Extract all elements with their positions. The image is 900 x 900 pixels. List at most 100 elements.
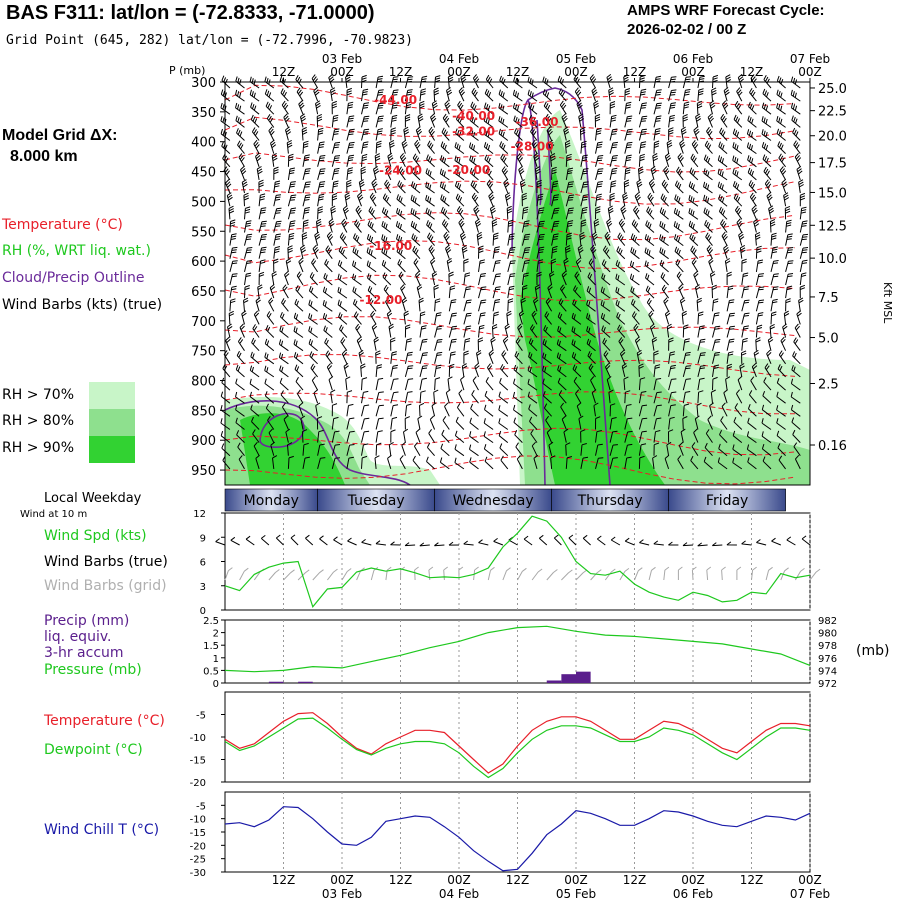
wind-barb — [605, 363, 611, 378]
wind-barb — [278, 352, 289, 365]
wind-barb — [294, 299, 304, 312]
wind-barb — [682, 101, 690, 115]
wind-barb — [781, 179, 788, 194]
wind-barb — [314, 231, 321, 246]
height-tick-label: 2.5 — [818, 378, 839, 393]
wind-barb — [411, 233, 421, 246]
wind-barb — [558, 298, 567, 312]
wind-barb — [688, 207, 699, 220]
wind-barb — [492, 232, 499, 246]
wind-barb — [385, 165, 392, 181]
wind-barb — [588, 258, 596, 273]
wind-barb — [697, 352, 706, 364]
wind-barb — [469, 142, 479, 155]
wind-barb — [697, 542, 708, 547]
wind-barb — [419, 311, 426, 325]
wind-barb — [766, 192, 773, 207]
wind-barb — [565, 153, 572, 167]
wind-barb — [498, 405, 509, 417]
time-tick-label: 00Z — [330, 65, 354, 79]
wind-barb — [258, 220, 267, 233]
legend-temperature-2: Temperature (°C) — [44, 713, 165, 729]
wind-barb — [297, 569, 310, 581]
wind-barb — [309, 351, 318, 365]
wind-barb — [606, 376, 612, 391]
wind-barb — [741, 312, 750, 325]
wind-barb — [564, 140, 571, 154]
wind-barb — [370, 310, 377, 325]
wind-barb — [503, 179, 510, 194]
wind-barb — [741, 540, 752, 546]
wind-barb — [565, 220, 574, 233]
wind-barb — [399, 455, 406, 470]
wind-barb — [388, 323, 394, 338]
wind-barb — [668, 541, 679, 546]
wind-barb — [793, 140, 801, 154]
wind-barb — [595, 430, 602, 443]
wind-barb — [305, 534, 314, 546]
wind-barb — [682, 114, 688, 128]
precip-bar — [561, 674, 576, 683]
wind-barb — [492, 286, 501, 299]
wind-barb — [790, 89, 801, 102]
wind-barb — [499, 443, 509, 457]
pressure-tick-label: 750 — [191, 345, 216, 360]
wind-barb — [235, 76, 245, 89]
wind-barb — [761, 129, 772, 141]
wind-barb — [610, 536, 621, 546]
wind-barb — [561, 113, 568, 128]
wind-barb — [258, 233, 267, 246]
wind-barb — [463, 338, 471, 351]
wind-barb — [653, 89, 662, 102]
wind-barb — [548, 441, 554, 456]
wind-barb — [741, 299, 750, 312]
wind-barb — [484, 88, 494, 102]
wind-barb — [439, 181, 450, 194]
wind-barb — [317, 429, 324, 443]
wind-barb — [638, 391, 647, 404]
pressure-tick-label: 972 — [818, 679, 837, 690]
wind-barb — [245, 535, 255, 546]
wind-barb — [215, 538, 226, 546]
wind-barb — [624, 537, 635, 546]
wind-barb — [300, 244, 306, 259]
wind-barb — [419, 390, 426, 404]
wind-barb — [463, 286, 472, 299]
wind-barb — [536, 246, 545, 259]
height-tick-label: 25.0 — [818, 82, 847, 97]
y-tick-label: -30 — [190, 868, 206, 879]
wind-barb — [428, 245, 436, 259]
wind-barb — [586, 338, 596, 352]
wind-barb — [529, 324, 538, 338]
wind-barb — [531, 441, 538, 456]
wind-barb — [591, 231, 598, 246]
wind-barb — [311, 376, 319, 391]
wind-barb — [448, 312, 457, 325]
y-tick-label: -5 — [196, 711, 206, 722]
wind-barb — [341, 218, 348, 233]
wind-barb — [551, 180, 559, 194]
wind-barb — [375, 540, 386, 546]
wind-barb — [651, 336, 658, 351]
wind-barb — [578, 113, 585, 128]
wind-barb — [448, 325, 458, 338]
wind-barb — [447, 376, 453, 391]
y-tick-label: 2.5 — [203, 616, 219, 627]
wind-barb — [237, 442, 245, 457]
wind-barb — [533, 152, 540, 167]
wind-barb — [547, 284, 553, 299]
wind-barb — [443, 566, 448, 581]
wind-barb — [478, 324, 485, 338]
wind-barb — [485, 376, 494, 391]
pressure-unit-label: (mb) — [856, 643, 890, 659]
wind-barb — [395, 221, 406, 233]
wind-barb — [565, 167, 574, 180]
wind-barb — [668, 429, 674, 443]
wind-barb — [697, 390, 704, 404]
wind-barb — [513, 417, 523, 430]
wind-barb — [593, 100, 600, 115]
time-tick-label: 00Z — [798, 873, 822, 887]
y-tick-label: 9 — [200, 533, 206, 544]
wind-barb — [557, 325, 567, 338]
